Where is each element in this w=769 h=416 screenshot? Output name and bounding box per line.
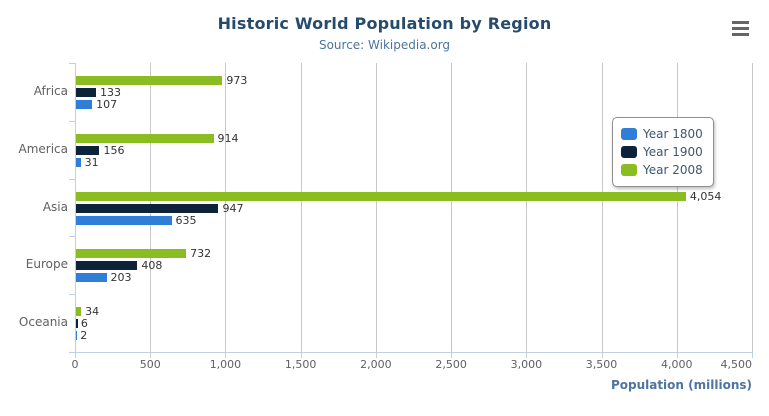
x-tick-label: 4,000 [661, 358, 693, 371]
x-tick-label: 3,500 [585, 358, 618, 371]
chart-subtitle: Source: Wikipedia.org [318, 38, 451, 52]
bar-value-label: 6 [80, 317, 88, 331]
bar-value-label: 203 [110, 271, 132, 285]
bar-america-year-1900[interactable] [76, 145, 100, 155]
gridline [451, 63, 453, 352]
x-axis-tick [752, 352, 753, 358]
bar-value-label: 133 [100, 86, 121, 99]
x-tick-label: 2,000 [360, 358, 392, 371]
bar-value-label: 2 [80, 329, 88, 343]
export-menu-button[interactable] [727, 17, 753, 39]
bar-asia-year-1800[interactable] [76, 215, 172, 225]
gridline [676, 63, 678, 352]
bar-value-label: 156 [103, 143, 125, 157]
x-axis-tick [300, 352, 302, 358]
legend-swatch-year-1800 [621, 128, 637, 140]
bar-europe-year-1800[interactable] [76, 273, 107, 283]
legend-swatch-year-2008 [621, 164, 637, 176]
x-tick-label: 1,500 [284, 358, 317, 371]
legend-item-year-1900[interactable]: Year 1900 [621, 143, 703, 161]
bar-value-label: 973 [226, 74, 248, 87]
x-axis-tick [225, 352, 227, 358]
bar-oceania-year-2008[interactable] [76, 307, 82, 317]
chart-title: Historic World Population by Region [217, 14, 552, 33]
x-tick-label: 3,000 [510, 358, 543, 371]
gridline [752, 63, 753, 352]
x-tick-label: 500 [139, 358, 161, 371]
x-axis-tick [676, 352, 678, 358]
bar-value-label: 635 [175, 213, 197, 227]
bar-value-label: 408 [141, 259, 163, 273]
bar-value-label: 4,054 [689, 189, 722, 203]
legend-label-year-1900: Year 1900 [643, 145, 703, 159]
bar-value-label: 31 [84, 155, 99, 169]
legend-item-year-1800[interactable]: Year 1800 [621, 125, 703, 143]
x-axis-line [75, 352, 753, 353]
x-axis-tick [375, 352, 377, 358]
bar-value-label: 947 [222, 201, 244, 215]
y-axis-line [75, 63, 76, 353]
x-tick-label: 2,500 [435, 358, 467, 371]
gridline [601, 63, 603, 352]
category-label-africa: Africa [33, 83, 68, 98]
gridline [526, 63, 528, 352]
y-axis-tick [69, 236, 75, 238]
legend-label-year-2008: Year 2008 [643, 163, 703, 177]
bar-value-label: 732 [190, 247, 212, 261]
bar-america-year-1800[interactable] [76, 157, 81, 167]
bar-europe-year-1900[interactable] [76, 261, 138, 271]
bar-asia-year-1900[interactable] [76, 203, 219, 213]
bar-africa-year-2008[interactable] [76, 76, 223, 85]
bar-america-year-2008[interactable] [76, 133, 214, 143]
x-tick-label: 1,000 [209, 358, 242, 371]
x-axis-tick [601, 352, 603, 358]
gridline [225, 63, 227, 352]
x-axis-tick [75, 352, 76, 358]
bar-africa-year-1900[interactable] [76, 88, 96, 97]
legend: Year 1800 Year 1900 Year 2008 [612, 117, 714, 187]
x-axis-tick [451, 352, 453, 358]
y-axis-tick [69, 63, 75, 64]
y-axis-tick [69, 178, 75, 180]
legend-item-year-2008[interactable]: Year 2008 [621, 161, 703, 179]
y-axis-tick [69, 120, 75, 122]
x-axis-tick [150, 352, 152, 358]
bar-oceania-year-1900[interactable] [76, 319, 78, 329]
x-tick-label: 0 [71, 358, 79, 371]
legend-swatch-year-1900 [621, 146, 637, 158]
x-axis-tick [526, 352, 528, 358]
y-axis-tick [69, 352, 75, 353]
category-label-america: America [18, 141, 69, 156]
gridline [375, 63, 377, 352]
category-label-asia: Asia [42, 199, 68, 214]
x-axis-title: Population (millions) [610, 378, 752, 392]
bar-value-label: 107 [96, 98, 118, 111]
bar-value-label: 914 [217, 131, 239, 145]
bar-europe-year-2008[interactable] [76, 249, 187, 259]
x-tick-label: 4,500 [720, 358, 753, 371]
legend-label-year-1800: Year 1800 [643, 127, 703, 141]
gridline [300, 63, 302, 352]
category-label-europe: Europe [25, 257, 68, 272]
category-label-oceania: Oceania [18, 315, 68, 330]
y-axis-tick [69, 294, 75, 296]
bar-africa-year-1800[interactable] [76, 100, 93, 109]
bar-value-label: 34 [85, 305, 100, 319]
bar-asia-year-2008[interactable] [76, 191, 686, 201]
